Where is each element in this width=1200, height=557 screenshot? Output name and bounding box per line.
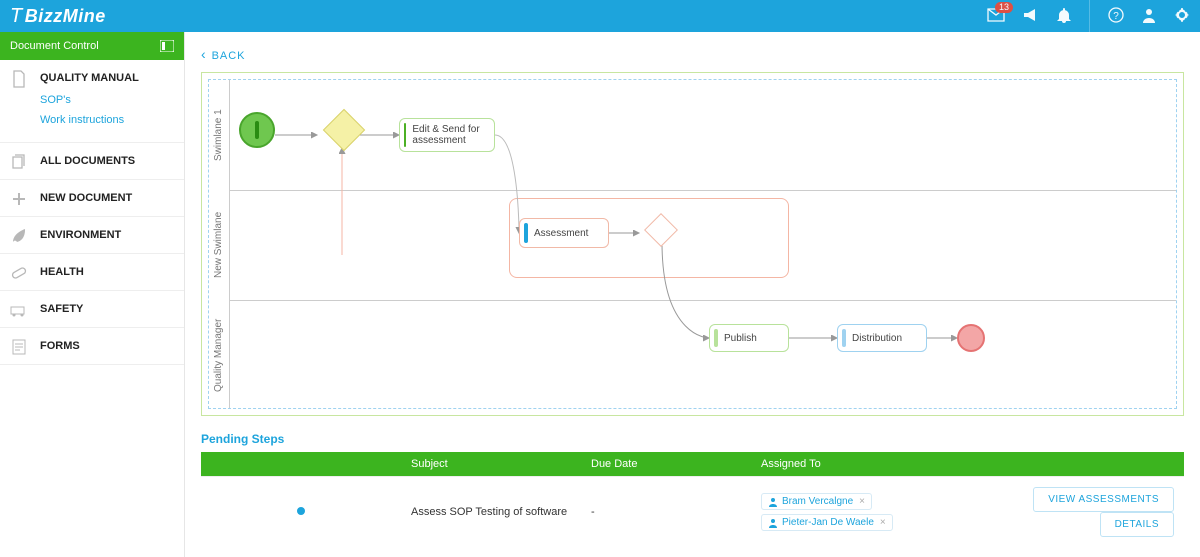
- topbar-icons: 13 ?: [987, 0, 1190, 32]
- content: BACK Swimlane 1New SwimlaneQuality Manag…: [185, 32, 1200, 557]
- cell-subject: Assess SOP Testing of software: [401, 477, 581, 548]
- cell-actions: VIEW ASSESSMENTSDETAILS: [951, 477, 1184, 548]
- col-duedate: Due Date: [581, 452, 751, 477]
- action-button[interactable]: DETAILS: [1100, 512, 1174, 537]
- nav-quality-manual[interactable]: QUALITY MANUAL SOP's Work instructions: [0, 60, 184, 143]
- status-dot: [297, 507, 305, 515]
- start-node[interactable]: [239, 112, 275, 148]
- nav-new-document[interactable]: NEW DOCUMENT: [0, 180, 184, 217]
- cell-duedate: -: [581, 477, 751, 548]
- nav-sub-sops[interactable]: SOP's: [40, 90, 174, 110]
- end-node[interactable]: [957, 324, 985, 352]
- chip-remove-icon[interactable]: ×: [880, 517, 886, 528]
- table-row: Assess SOP Testing of software-Bram Verc…: [201, 477, 1184, 548]
- task-label: Publish: [724, 333, 757, 344]
- cell-assigned: Bram Vercalgne× Pieter-Jan De Waele×: [751, 477, 951, 548]
- brand-logo: TBizzMine: [10, 5, 106, 28]
- chip-remove-icon[interactable]: ×: [859, 496, 865, 507]
- nav-safety[interactable]: SAFETY: [0, 291, 184, 328]
- task-node-edit[interactable]: Edit & Send for assessment: [399, 118, 495, 152]
- col-subject: Subject: [401, 452, 581, 477]
- col-assigned: Assigned To: [751, 452, 951, 477]
- notification-badge: 13: [995, 2, 1013, 13]
- diagram-outer: Swimlane 1New SwimlaneQuality ManagerEdi…: [201, 72, 1184, 416]
- document-icon: [10, 70, 28, 88]
- nav-sub-work-instructions[interactable]: Work instructions: [40, 110, 174, 130]
- task-label: Distribution: [852, 333, 902, 344]
- sidebar-header[interactable]: Document Control: [0, 32, 184, 60]
- mail-icon[interactable]: 13: [987, 8, 1005, 25]
- user-icon[interactable]: [1142, 7, 1156, 26]
- megaphone-icon[interactable]: [1023, 8, 1039, 25]
- nav-label: ENVIRONMENT: [40, 229, 121, 241]
- nav-list: QUALITY MANUAL SOP's Work instructions A…: [0, 60, 184, 365]
- nav-forms[interactable]: FORMS: [0, 328, 184, 365]
- nav-environment[interactable]: ENVIRONMENT: [0, 217, 184, 254]
- task-node-assess[interactable]: Assessment: [519, 218, 609, 248]
- assignee-chip[interactable]: Pieter-Jan De Waele×: [761, 514, 893, 531]
- gear-icon[interactable]: [1174, 7, 1190, 26]
- nav-label: HEALTH: [40, 266, 84, 278]
- svg-text:?: ?: [1113, 11, 1119, 22]
- nav-label: NEW DOCUMENT: [40, 192, 132, 204]
- task-label: Edit & Send for assessment: [412, 124, 486, 146]
- plus-icon: [10, 190, 28, 208]
- nav-label: SAFETY: [40, 303, 83, 315]
- collapse-icon: [160, 40, 174, 52]
- diagram-canvas: Swimlane 1New SwimlaneQuality ManagerEdi…: [208, 79, 1177, 409]
- back-link[interactable]: BACK: [201, 42, 246, 72]
- nav-health[interactable]: HEALTH: [0, 254, 184, 291]
- task-node-publish[interactable]: Publish: [709, 324, 789, 352]
- ambulance-icon: [10, 301, 28, 319]
- col-actions: [951, 452, 1184, 477]
- leaf-icon: [10, 227, 28, 245]
- sidebar-header-label: Document Control: [10, 40, 99, 52]
- sidebar: Document Control QUALITY MANUAL SOP's Wo…: [0, 32, 185, 557]
- bell-icon[interactable]: [1057, 7, 1071, 26]
- task-node-dist[interactable]: Distribution: [837, 324, 927, 352]
- action-button[interactable]: VIEW ASSESSMENTS: [1033, 487, 1174, 512]
- form-icon: [10, 338, 28, 356]
- nav-label: ALL DOCUMENTS: [40, 155, 135, 167]
- pill-icon: [10, 264, 28, 282]
- files-icon: [10, 153, 28, 171]
- topbar: TBizzMine 13 ?: [0, 0, 1200, 32]
- assignee-chip[interactable]: Bram Vercalgne×: [761, 493, 872, 510]
- brand-text: BizzMine: [25, 6, 106, 26]
- nav-label: QUALITY MANUAL: [40, 72, 139, 84]
- help-icon[interactable]: ?: [1108, 7, 1124, 26]
- pending-title: Pending Steps: [201, 432, 1184, 446]
- nav-all-documents[interactable]: ALL DOCUMENTS: [0, 143, 184, 180]
- col-status: [201, 452, 401, 477]
- nav-label: FORMS: [40, 340, 80, 352]
- task-label: Assessment: [534, 228, 588, 239]
